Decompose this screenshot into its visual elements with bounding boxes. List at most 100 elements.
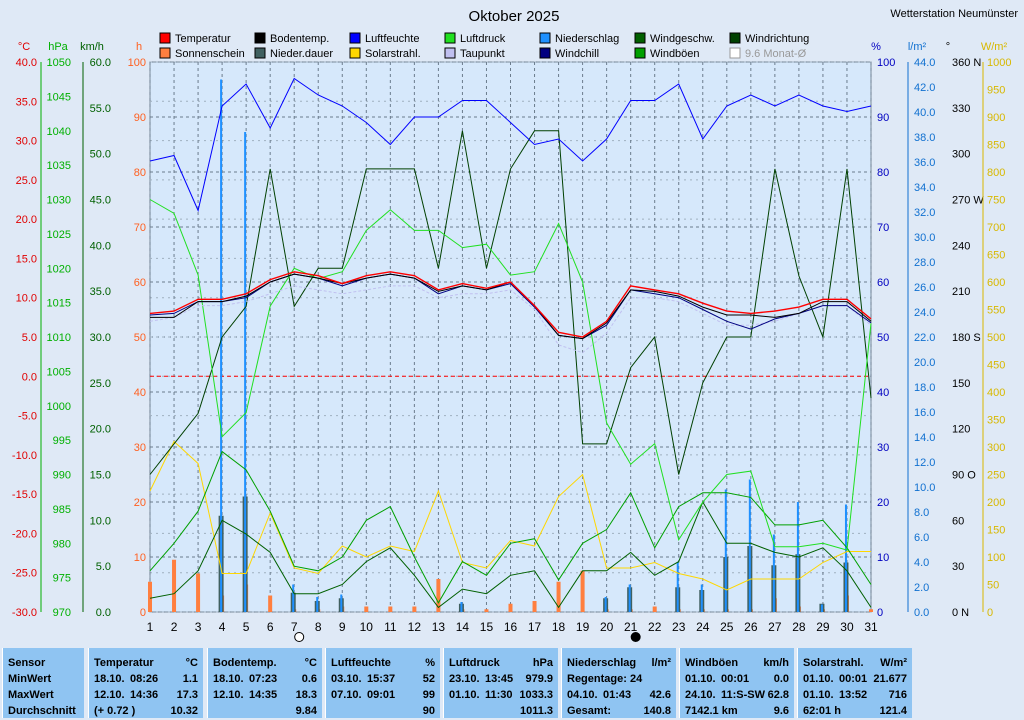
rain-tick-label: 24.0 [914,307,935,319]
footer-sensor-title: Sensor [8,657,46,669]
footer-cell: 18.10. [213,673,244,685]
wind-tick-label: 0.0 [96,607,111,619]
sunshine-bar [172,559,177,612]
legend-label: 9.6 Monat-Ø [745,48,807,60]
precipitation-bar [292,584,295,612]
x-tick-label: 10 [360,620,374,634]
legend-swatch [634,47,646,59]
footer-block: Luftfeuchte% 03.10. 15:37 52 07.10. 09:01 99 90 [325,648,440,718]
footer-cell: 14:35 [249,689,278,701]
solar-tick-label: 350 [987,415,1005,427]
footer-cell: (+ 0.72 ) [94,705,136,717]
direction-tick-label: 90 O [952,470,976,482]
pressure-tick-label: 1035 [47,160,71,172]
x-tick-label: 18 [552,620,566,634]
temp-tick-label: 5.0 [22,332,37,344]
solar-tick-label: 450 [987,360,1005,372]
temp-tick-label: -10.0 [12,450,37,462]
x-tick-label: 7 [291,620,298,634]
legend-label: Taupunkt [460,48,505,60]
legend-swatch [444,47,456,59]
legend-label: Windchill [555,48,599,60]
sun-tick-label: 80 [134,167,146,179]
footer-cell: 23.10. [449,673,480,685]
wind-tick-label: 15.0 [90,470,111,482]
axis-unit-direction: ° [946,41,950,53]
axes: 40.035.030.025.020.015.010.05.00.0-5.0-1… [12,41,1011,642]
humidity-tick-label: 60 [877,277,889,289]
direction-tick-label: 270 W [952,195,984,207]
temp-tick-label: -25.0 [12,568,37,580]
rain-tick-label: 44.0 [914,57,935,69]
sun-tick-label: 10 [134,552,146,564]
rain-tick-label: 22.0 [914,332,935,344]
pressure-tick-label: 1000 [47,401,71,413]
legend-label: Temperatur [175,33,231,45]
x-tick-label: 26 [744,620,758,634]
footer-cell: 03.10. [331,673,362,685]
legend-swatch [159,47,171,59]
humidity-tick-label: 90 [877,112,889,124]
footer-cell-value: 10.32 [170,705,198,717]
direction-tick-label: 150 [952,378,970,390]
sun-tick-label: 40 [134,387,146,399]
footer-cell-value: 0.0 [773,673,789,685]
footer-cell-value: 42.6 [649,689,671,701]
footer-row-label: MinWert [8,673,52,685]
x-tick-label: 30 [840,620,854,634]
plot-area [148,61,873,613]
wind-tick-label: 5.0 [96,561,111,573]
footer-cell-value: 9.84 [295,705,317,717]
rain-tick-label: 36.0 [914,157,935,169]
sunshine-bar [508,603,513,612]
legend-label: Luftdruck [460,33,506,45]
axis-unit-sun: h [136,41,142,53]
footer-cell-value: 17.3 [176,689,198,701]
footer-cell-value: 979.9 [525,673,553,685]
pressure-tick-label: 1015 [47,298,71,310]
footer-sensor-box: Sensor MinWert MaxWert Durchschnitt [2,648,84,718]
footer-cell-value: 0.6 [301,673,317,685]
footer-cell-value: 21.677 [873,673,907,685]
direction-tick-label: 0 N [952,607,969,619]
x-tick-label: 11 [384,620,397,634]
footer-block: Solarstrahl. W/m² 01.10. 00:01 21.677 01.10. 1… [797,648,912,718]
sunshine-bar [556,581,561,612]
humidity-tick-label: 50 [877,332,889,344]
sun-tick-label: 90 [134,112,146,124]
wind-tick-label: 20.0 [90,424,111,436]
solar-tick-label: 750 [987,195,1005,207]
footer-block: Niederschlag l/m² Regentage: 24 04.10. 01:43… [561,648,676,718]
legend-swatch [159,32,171,44]
footer-cell: 24.10. [685,689,716,701]
footer-block-title: Temperatur [94,657,154,669]
legend-swatch [254,47,266,59]
humidity-tick-label: 0 [877,607,883,619]
rain-tick-label: 26.0 [914,282,935,294]
x-tick-label: 20 [600,620,614,634]
footer-cell: 08:26 [130,673,159,685]
sunshine-bar [268,595,273,612]
wind-tick-label: 60.0 [90,57,111,69]
sun-tick-label: 50 [134,332,146,344]
rain-tick-label: 6.0 [914,532,929,544]
pressure-tick-label: 975 [53,573,71,585]
footer-row-label: MaxWert [8,689,54,701]
humidity-tick-label: 10 [877,552,889,564]
direction-tick-label: 360 N [952,57,981,69]
wind-direction-line [149,130,872,475]
statistics-footer: Sensor MinWert MaxWert Durchschnitt Temp… [0,645,1024,718]
precipitation-bar [724,489,727,612]
sun-tick-label: 20 [134,497,146,509]
axis-unit-humidity: % [871,41,881,53]
footer-cell-value: 140.8 [643,705,671,717]
footer-cell: 13:45 [485,673,514,685]
x-tick-label: 16 [504,620,518,634]
wind-speed-line [149,500,872,609]
direction-tick-label: 300 [952,149,970,161]
axis-unit-solar: W/m² [981,41,1008,53]
axis-unit-rain: l/m² [908,41,927,53]
sunshine-bar [652,606,657,612]
wind-tick-label: 30.0 [90,332,111,344]
rain-tick-label: 8.0 [914,507,929,519]
